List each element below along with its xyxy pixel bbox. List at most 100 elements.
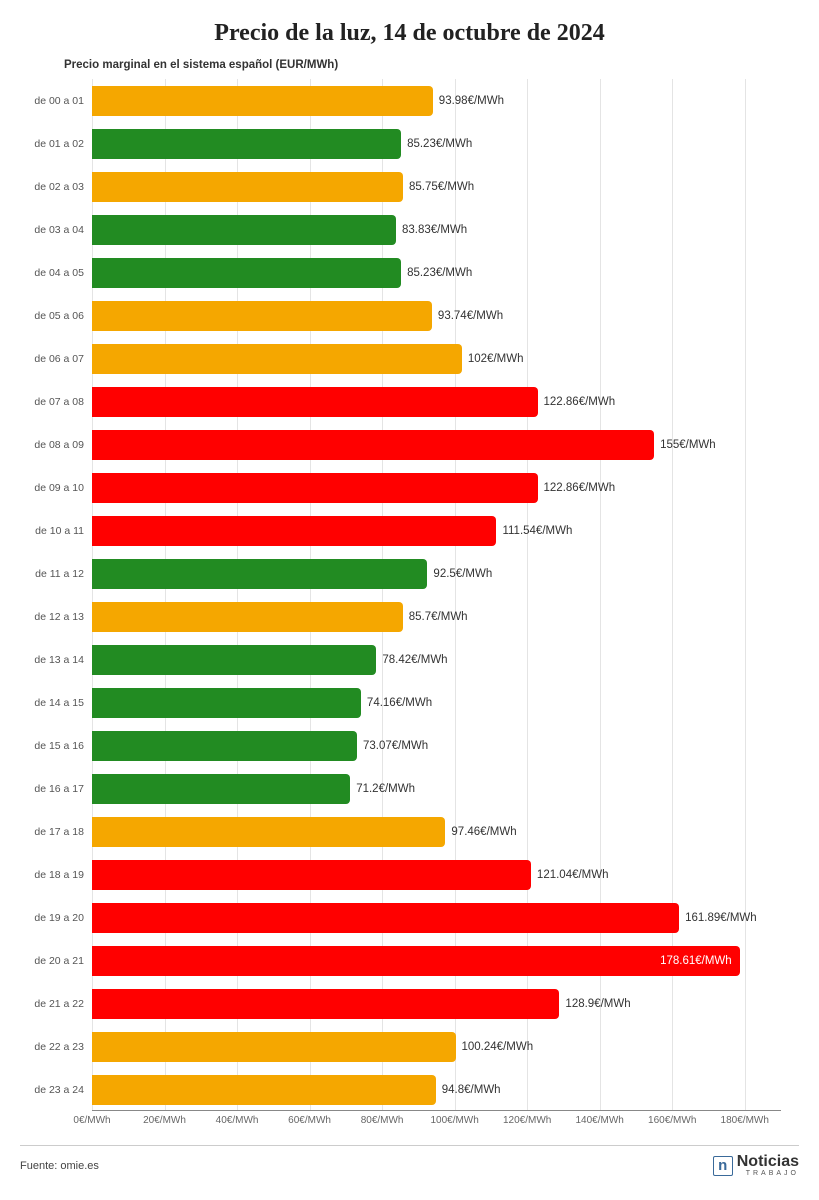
chart-title: Precio de la luz, 14 de octubre de 2024 xyxy=(20,20,799,47)
bar-value-label: 73.07€/MWh xyxy=(363,740,428,752)
bar-row: de 22 a 23100.24€/MWh xyxy=(92,1025,781,1068)
bar-value-label: 97.46€/MWh xyxy=(451,826,516,838)
x-tick-label: 140€/MWh xyxy=(575,1115,623,1126)
bar-value-label: 111.54€/MWh xyxy=(502,525,572,537)
logo-main: Noticias xyxy=(737,1154,799,1170)
bar-row: de 15 a 1673.07€/MWh xyxy=(92,724,781,767)
bar-wrap: 85.7€/MWh xyxy=(92,595,781,638)
bar-wrap: 111.54€/MWh xyxy=(92,509,781,552)
chart-container: Precio de la luz, 14 de octubre de 2024 … xyxy=(0,0,819,1187)
bar: 93.74€/MWh xyxy=(92,301,432,331)
bar-value-label: 93.74€/MWh xyxy=(438,310,503,322)
bar-row: de 03 a 0483.83€/MWh xyxy=(92,208,781,251)
bar: 161.89€/MWh xyxy=(92,903,679,933)
bar-wrap: 97.46€/MWh xyxy=(92,810,781,853)
y-axis-label: de 07 a 08 xyxy=(20,396,84,408)
bar-value-label: 155€/MWh xyxy=(660,439,716,451)
bar-row: de 19 a 20161.89€/MWh xyxy=(92,896,781,939)
bar: 121.04€/MWh xyxy=(92,860,531,890)
bar-row: de 09 a 10122.86€/MWh xyxy=(92,466,781,509)
bar-value-label: 85.75€/MWh xyxy=(409,181,474,193)
bar: 78.42€/MWh xyxy=(92,645,376,675)
y-axis-label: de 23 a 24 xyxy=(20,1084,84,1096)
y-axis-label: de 20 a 21 xyxy=(20,955,84,967)
bar-row: de 00 a 0193.98€/MWh xyxy=(92,79,781,122)
y-axis-label: de 05 a 06 xyxy=(20,310,84,322)
y-axis-label: de 06 a 07 xyxy=(20,353,84,365)
x-tick-label: 120€/MWh xyxy=(503,1115,551,1126)
y-axis-label: de 22 a 23 xyxy=(20,1041,84,1053)
bar-row: de 20 a 21178.61€/MWh xyxy=(92,939,781,982)
bar-value-label: 128.9€/MWh xyxy=(565,998,630,1010)
bar-wrap: 85.75€/MWh xyxy=(92,165,781,208)
plot-area: de 00 a 0193.98€/MWhde 01 a 0285.23€/MWh… xyxy=(92,79,781,1111)
bar-row: de 16 a 1771.2€/MWh xyxy=(92,767,781,810)
source-text: Fuente: omie.es xyxy=(20,1160,99,1172)
bar-value-label: 85.23€/MWh xyxy=(407,138,472,150)
bar-wrap: 94.8€/MWh xyxy=(92,1068,781,1111)
bar-row: de 21 a 22128.9€/MWh xyxy=(92,982,781,1025)
bar-value-label: 93.98€/MWh xyxy=(439,95,504,107)
bar-value-label: 102€/MWh xyxy=(468,353,524,365)
y-axis-label: de 13 a 14 xyxy=(20,654,84,666)
footer: Fuente: omie.es n Noticias TRABAJO xyxy=(20,1145,799,1177)
bar: 85.23€/MWh xyxy=(92,129,401,159)
bar: 74.16€/MWh xyxy=(92,688,361,718)
logo-sub: TRABAJO xyxy=(737,1170,799,1177)
bar: 94.8€/MWh xyxy=(92,1075,436,1105)
logo-text: Noticias TRABAJO xyxy=(737,1154,799,1177)
y-axis-label: de 12 a 13 xyxy=(20,611,84,623)
x-tick-label: 160€/MWh xyxy=(648,1115,696,1126)
bar: 111.54€/MWh xyxy=(92,516,496,546)
bar: 97.46€/MWh xyxy=(92,817,445,847)
bar-value-label: 85.7€/MWh xyxy=(409,611,468,623)
y-axis-label: de 01 a 02 xyxy=(20,138,84,150)
x-tick-label: 0€/MWh xyxy=(73,1115,110,1126)
bar: 100.24€/MWh xyxy=(92,1032,456,1062)
bar-wrap: 85.23€/MWh xyxy=(92,251,781,294)
bar: 85.23€/MWh xyxy=(92,258,401,288)
bar: 93.98€/MWh xyxy=(92,86,433,116)
bar-row: de 06 a 07102€/MWh xyxy=(92,337,781,380)
bar-wrap: 93.74€/MWh xyxy=(92,294,781,337)
y-axis-label: de 03 a 04 xyxy=(20,224,84,236)
bar: 128.9€/MWh xyxy=(92,989,559,1019)
x-tick-label: 40€/MWh xyxy=(216,1115,259,1126)
bar-value-label: 74.16€/MWh xyxy=(367,697,432,709)
bar-value-label: 85.23€/MWh xyxy=(407,267,472,279)
bar-value-label: 94.8€/MWh xyxy=(442,1084,501,1096)
y-axis-label: de 16 a 17 xyxy=(20,783,84,795)
bar: 85.7€/MWh xyxy=(92,602,403,632)
chart-subtitle: Precio marginal en el sistema español (E… xyxy=(64,59,799,71)
bar: 83.83€/MWh xyxy=(92,215,396,245)
bar-wrap: 85.23€/MWh xyxy=(92,122,781,165)
bar-value-label: 83.83€/MWh xyxy=(402,224,467,236)
y-axis-label: de 04 a 05 xyxy=(20,267,84,279)
bar-wrap: 73.07€/MWh xyxy=(92,724,781,767)
bar-row: de 23 a 2494.8€/MWh xyxy=(92,1068,781,1111)
bar-value-label: 122.86€/MWh xyxy=(544,396,616,408)
y-axis-label: de 18 a 19 xyxy=(20,869,84,881)
bar-row: de 07 a 08122.86€/MWh xyxy=(92,380,781,423)
bar-value-label: 121.04€/MWh xyxy=(537,869,609,881)
x-tick-label: 100€/MWh xyxy=(430,1115,478,1126)
bar-row: de 14 a 1574.16€/MWh xyxy=(92,681,781,724)
bar-wrap: 122.86€/MWh xyxy=(92,466,781,509)
x-tick-label: 80€/MWh xyxy=(361,1115,404,1126)
bar-wrap: 178.61€/MWh xyxy=(92,939,781,982)
bar-wrap: 155€/MWh xyxy=(92,423,781,466)
y-axis-label: de 00 a 01 xyxy=(20,95,84,107)
bar-row: de 18 a 19121.04€/MWh xyxy=(92,853,781,896)
bar: 102€/MWh xyxy=(92,344,462,374)
x-tick-label: 180€/MWh xyxy=(721,1115,769,1126)
bar: 73.07€/MWh xyxy=(92,731,357,761)
bar-row: de 05 a 0693.74€/MWh xyxy=(92,294,781,337)
y-axis-label: de 08 a 09 xyxy=(20,439,84,451)
bar-wrap: 92.5€/MWh xyxy=(92,552,781,595)
x-tick-label: 20€/MWh xyxy=(143,1115,186,1126)
bar-wrap: 161.89€/MWh xyxy=(92,896,781,939)
x-axis: 0€/MWh20€/MWh40€/MWh60€/MWh80€/MWh100€/M… xyxy=(92,1111,781,1131)
bar-row: de 13 a 1478.42€/MWh xyxy=(92,638,781,681)
bar-row: de 12 a 1385.7€/MWh xyxy=(92,595,781,638)
logo: n Noticias TRABAJO xyxy=(713,1154,799,1177)
